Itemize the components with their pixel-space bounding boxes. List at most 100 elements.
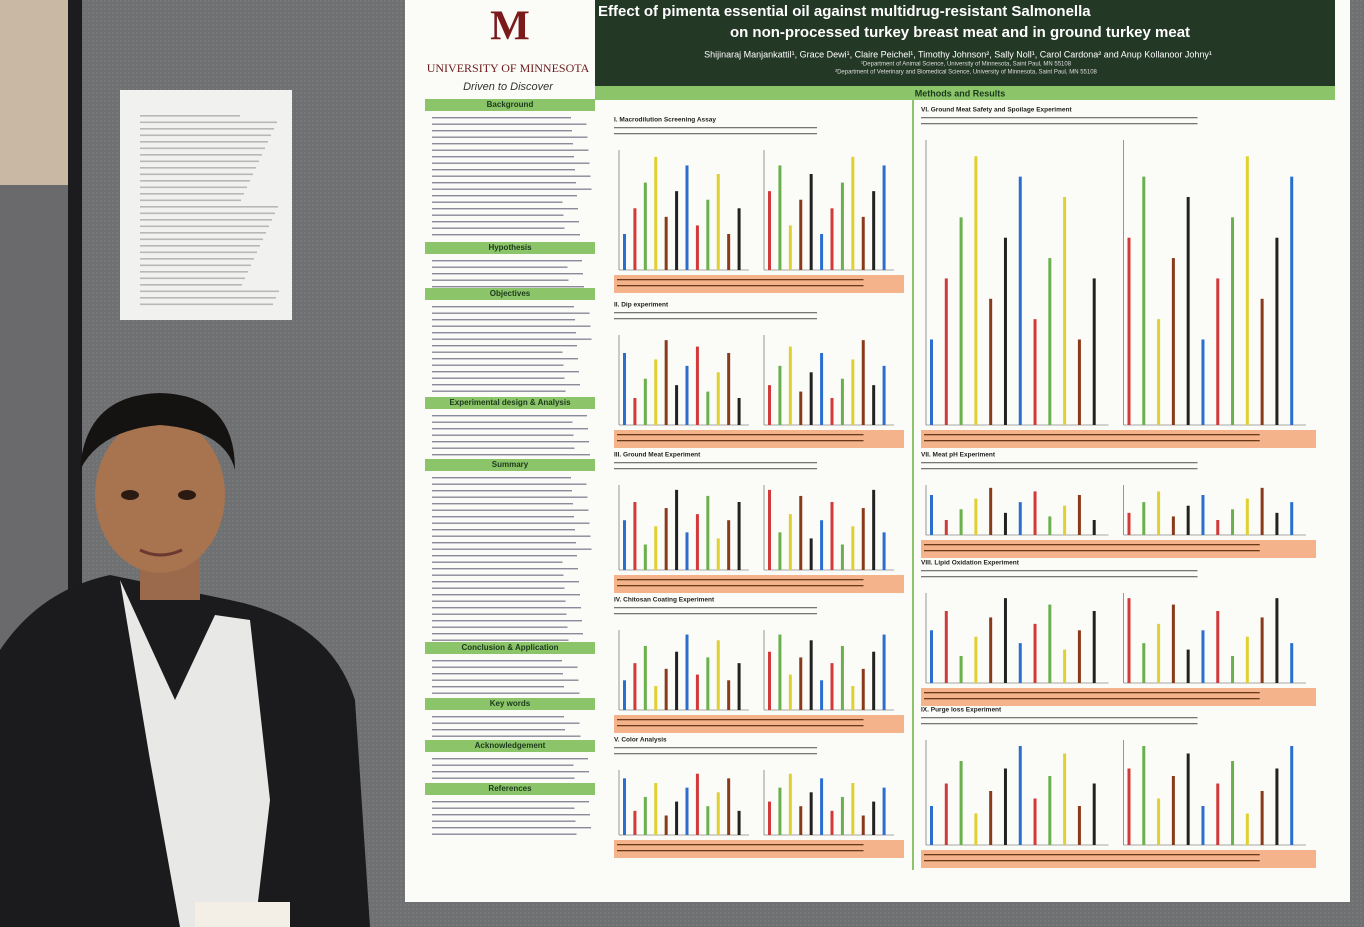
chart-bar (1186, 505, 1190, 535)
chart-bar (675, 651, 679, 710)
text-line (432, 548, 592, 550)
chart-bar (623, 520, 626, 570)
chart-bar (643, 796, 647, 835)
text-line (432, 175, 591, 177)
chart-bar (727, 520, 731, 570)
chart-bar (788, 514, 792, 570)
chart-bar (633, 208, 637, 270)
chart-bar (1245, 813, 1249, 845)
chart-bar (930, 339, 933, 425)
chart-bar (1142, 176, 1146, 425)
text-line (432, 358, 578, 360)
paper-line (140, 284, 242, 286)
chart-bar (778, 165, 782, 270)
wall-strip (0, 0, 68, 185)
section-heading: Key words (490, 699, 531, 708)
chart-bar (1231, 761, 1235, 845)
chart-bar (872, 651, 876, 710)
methods-band (595, 86, 1335, 100)
text-line (432, 673, 563, 675)
text-line (432, 529, 575, 531)
text-line (924, 860, 1260, 862)
result-box (921, 430, 1316, 448)
chart-bar (989, 791, 993, 845)
paper-line (140, 147, 265, 150)
text-line (432, 620, 582, 622)
text-line (614, 613, 817, 615)
chart-bar (664, 668, 668, 710)
chart-bar (851, 686, 855, 710)
paper-line (140, 121, 277, 124)
text-line (617, 434, 864, 436)
chart-bar (1216, 611, 1220, 683)
text-line (432, 807, 575, 809)
chart-bar (1048, 604, 1052, 683)
paper-line (140, 290, 279, 293)
chart-bar (706, 495, 710, 570)
text-line (432, 188, 592, 190)
chart-bar (872, 385, 876, 425)
experiment-heading: VIII. Lipid Oxidation Experiment (921, 560, 1020, 567)
text-line (617, 579, 864, 581)
paper-line (140, 180, 250, 182)
chart-bar (882, 365, 886, 425)
text-line (614, 753, 817, 755)
chart-bar (1033, 491, 1037, 535)
chart-bar (872, 489, 876, 570)
chart-bar (1142, 502, 1146, 535)
text-line (432, 626, 568, 628)
section-heading: References (488, 784, 532, 793)
university: University of Minnesota (427, 61, 590, 75)
chart-bar (1077, 339, 1081, 425)
chart-bar (1077, 806, 1081, 845)
text-line (432, 716, 564, 718)
text-line (924, 854, 1260, 856)
text-line (432, 234, 580, 236)
chart-bar (1092, 783, 1096, 845)
chart-bar (664, 508, 668, 570)
text-line (432, 814, 590, 816)
chart-bar (685, 634, 689, 710)
text-line (921, 123, 1198, 125)
chart-bar (1157, 798, 1161, 845)
chart-bar (633, 398, 637, 425)
text-line (924, 698, 1260, 700)
paper-line (140, 303, 273, 306)
text-line (432, 679, 579, 681)
chart-bar (1201, 339, 1205, 425)
text-line (432, 729, 565, 731)
chart-bar (675, 191, 679, 270)
text-line (432, 483, 587, 485)
text-line (432, 286, 584, 288)
text-line (432, 542, 576, 544)
paper-line (140, 206, 278, 208)
text-line (617, 844, 864, 846)
paper-line (140, 225, 269, 228)
logo: M (490, 4, 530, 50)
title-line: Effect of pimenta essential oil against … (598, 3, 1091, 20)
chart-bar (861, 815, 865, 835)
section-band (425, 459, 595, 471)
experiment-heading: IV. Chitosan Coating Experiment (614, 597, 715, 604)
chart-bar (1201, 806, 1205, 845)
text-line (432, 516, 574, 518)
text-line (432, 666, 578, 668)
text-line (432, 182, 576, 184)
chart-bar (820, 353, 824, 425)
chart-bar (778, 787, 782, 835)
chart-bar (959, 656, 963, 683)
chart-bar (1290, 176, 1294, 425)
chart-bar (1033, 319, 1037, 425)
experiment-heading: III. Ground Meat Experiment (614, 452, 701, 459)
text-line (432, 351, 563, 353)
poster (405, 0, 1350, 902)
chart-bar (716, 640, 720, 710)
chart-bar (809, 372, 813, 425)
title-line: on non-processed turkey breast meat and … (730, 24, 1190, 41)
text-line (432, 581, 579, 583)
affiliation: ¹Department of Animal Science, Universit… (861, 62, 1072, 68)
experiment-heading: I. Macrodilution Screening Assay (614, 117, 716, 124)
chart-bar (1201, 495, 1205, 535)
chart-bar (695, 514, 699, 570)
chart-bar (930, 495, 933, 535)
